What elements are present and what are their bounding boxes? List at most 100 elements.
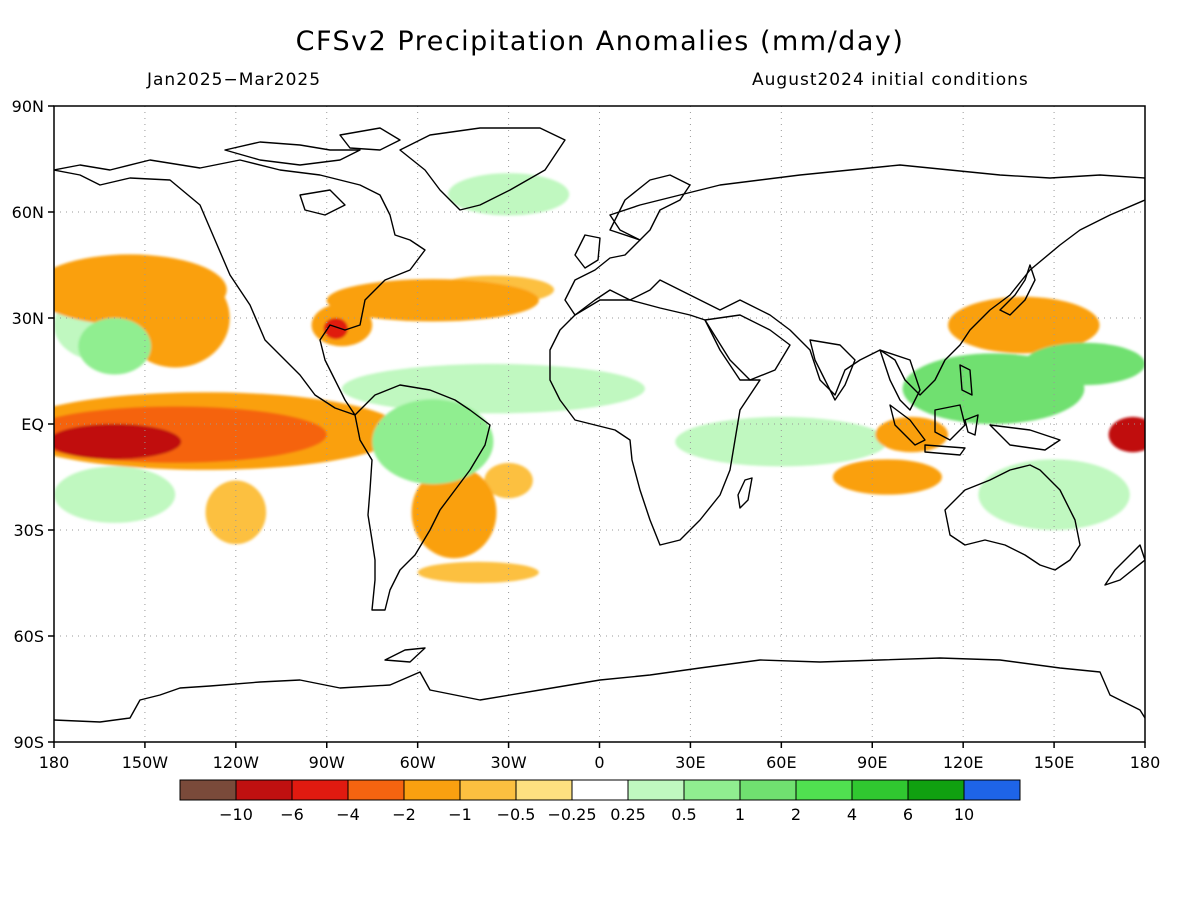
- anomaly-region: [54, 424, 182, 460]
- anomaly-region: [311, 201, 403, 258]
- lon-tick-label: 120W: [213, 753, 260, 772]
- colorbar-swatch: [851, 779, 909, 801]
- lon-tick-label: 150E: [1034, 753, 1075, 772]
- colorbar-label: −0.5: [497, 805, 536, 824]
- colorbar-swatch: [683, 779, 741, 801]
- coastline-europe: [564, 164, 1145, 396]
- colorbar-label: 1: [735, 805, 745, 824]
- anomaly-region: [978, 459, 1130, 530]
- anomaly-region: [205, 480, 267, 545]
- coastline-south-america: [354, 384, 491, 611]
- colorbar-swatch: [403, 779, 461, 801]
- anomaly-region: [411, 466, 497, 559]
- anomaly-region: [875, 416, 949, 453]
- anomaly-region: [78, 318, 151, 375]
- coastline-arabia: [704, 314, 791, 381]
- coastline-australia: [944, 464, 1081, 571]
- lat-tick-label: 30S: [13, 521, 44, 540]
- coastline-antarctica: [54, 657, 1145, 723]
- latitude-axis: 90N 60N 30N EQ 30S 60S 90S: [12, 97, 54, 752]
- lon-tick-label: 180: [39, 753, 70, 772]
- anomaly-region: [523, 660, 676, 682]
- coastline-north-america: [54, 159, 426, 416]
- anomaly-region: [1023, 342, 1145, 386]
- colorbar-swatch: [571, 779, 629, 801]
- colorbar-label: 10: [954, 805, 974, 824]
- colorbar-swatch: [795, 779, 853, 801]
- lon-tick-label: 90E: [857, 753, 887, 772]
- lon-tick-label: 120E: [943, 753, 984, 772]
- map-title: CFSv2 Precipitation Anomalies (mm/day): [295, 26, 905, 57]
- lat-tick-label: EQ: [21, 415, 44, 434]
- coastline-new-guinea: [989, 424, 1061, 451]
- anomaly-region: [1108, 416, 1145, 453]
- lat-tick-label: 60N: [12, 203, 44, 222]
- lon-tick-label: 180: [1130, 753, 1161, 772]
- colorbar-label: −4: [336, 805, 360, 824]
- anomaly-region: [417, 561, 539, 584]
- coastline-japan: [999, 264, 1036, 316]
- coastline-scandinavia: [609, 174, 691, 241]
- plot-area: [54, 106, 1145, 742]
- initial-conditions: August2024 initial conditions: [752, 70, 1029, 90]
- coastlines: [54, 127, 1145, 723]
- lon-tick-label: 60E: [766, 753, 796, 772]
- coastline-africa: [549, 299, 761, 546]
- colorbar-label: −6: [280, 805, 304, 824]
- colorbar-swatch: [739, 779, 797, 801]
- coastline-java: [924, 444, 966, 456]
- anomaly-region: [832, 459, 942, 495]
- colorbar-swatch: [515, 779, 573, 801]
- coastline-indochina: [879, 349, 921, 411]
- coastline-arctic-islands: [224, 141, 361, 166]
- colorbar-swatch: [291, 779, 349, 801]
- coastline-philippines: [959, 364, 973, 396]
- coastline-greenland: [399, 127, 566, 211]
- forecast-period: Jan2025−Mar2025: [147, 70, 322, 90]
- colorbar-label: −10: [219, 805, 253, 824]
- colorbar-swatch: [627, 779, 685, 801]
- anomaly-region: [675, 416, 888, 467]
- coastline-uk: [574, 234, 601, 269]
- colorbar-label: −1: [448, 805, 472, 824]
- colorbar-swatch: [179, 779, 237, 801]
- colorbar-swatch: [347, 779, 405, 801]
- lat-tick-label: 30N: [12, 309, 44, 328]
- colorbar-label: 0.25: [610, 805, 646, 824]
- anomaly-region: [54, 466, 176, 523]
- anomaly-region: [372, 399, 494, 485]
- lon-tick-label: 30W: [490, 753, 526, 772]
- colorbar-label: −2: [392, 805, 416, 824]
- colorbar-label: 4: [847, 805, 857, 824]
- colorbar-swatch: [963, 779, 1021, 801]
- anomaly-region: [948, 296, 1100, 354]
- coastline-new-zealand: [1104, 544, 1145, 586]
- lat-tick-label: 60S: [13, 627, 44, 646]
- anomaly-region: [387, 600, 448, 636]
- lon-tick-label: 30E: [675, 753, 705, 772]
- colorbar-swatch: [907, 779, 965, 801]
- lat-tick-label: 90N: [12, 97, 44, 116]
- lon-tick-label: 0: [594, 753, 604, 772]
- colorbar-label: −0.25: [547, 805, 596, 824]
- lon-tick-label: 150W: [122, 753, 169, 772]
- colorbar-swatch: [459, 779, 517, 801]
- colorbar: −10 −6 −4 −2 −1 −0.5 −0.25 0.25 0.5 1 2 4 6 10: [179, 779, 1021, 824]
- coastline-madagascar: [737, 477, 753, 509]
- anomaly-region: [326, 279, 539, 322]
- anomaly-region: [484, 462, 533, 499]
- coastline-borneo: [934, 404, 966, 441]
- lat-tick-label: 90S: [13, 733, 44, 752]
- colorbar-swatch: [235, 779, 293, 801]
- coastline-sumatra: [889, 404, 926, 446]
- lon-tick-label: 60W: [400, 753, 436, 772]
- longitude-axis: 180 150W 120W 90W 60W 30W 0 30E 60E 90E 120E 150E 18…: [39, 742, 1161, 772]
- anomaly-region: [323, 318, 348, 340]
- lon-tick-label: 90W: [309, 753, 345, 772]
- coastline-india: [809, 339, 856, 401]
- colorbar-label: 0.5: [671, 805, 696, 824]
- colorbar-label: 6: [903, 805, 913, 824]
- graticule: [54, 106, 1145, 742]
- colorbar-label: 2: [791, 805, 801, 824]
